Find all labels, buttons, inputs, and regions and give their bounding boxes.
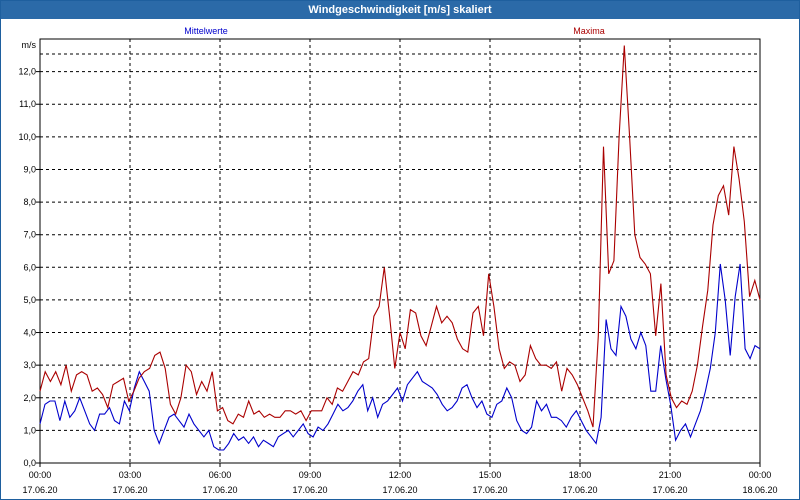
legend-maxima: Maxima	[573, 26, 605, 36]
y-tick-label: 5,0	[23, 295, 36, 305]
x-tick-time-label: 18:00	[569, 470, 592, 480]
y-tick-label: 9,0	[23, 164, 36, 174]
x-tick-time-label: 12:00	[389, 470, 412, 480]
y-tick-label: 11,0	[19, 99, 36, 109]
x-tick-time-label: 00:00	[29, 470, 52, 480]
x-tick-date-label: 18.06.20	[742, 485, 777, 495]
x-tick-time-label: 06:00	[209, 470, 232, 480]
y-tick-label: 1,0	[23, 425, 36, 435]
legend-mittelwerte: Mittelwerte	[184, 26, 228, 36]
x-tick-date-label: 17.06.20	[22, 485, 57, 495]
x-tick-date-label: 17.06.20	[562, 485, 597, 495]
y-tick-label: 0,0	[23, 458, 36, 468]
x-tick-time-label: 15:00	[479, 470, 502, 480]
x-tick-time-label: 09:00	[299, 470, 322, 480]
x-tick-date-label: 17.06.20	[202, 485, 237, 495]
line-chart: 0,0 1,0 2,0 3,0 4,0 5,0 6,0 7,0 8,0 9,0 10,0 11,0 12…	[18, 26, 777, 495]
y-tick-label: 6,0	[23, 262, 36, 272]
x-tick-time-label: 03:00	[119, 470, 142, 480]
y-tick-label: 4,0	[23, 328, 36, 338]
x-tick-date-label: 17.06.20	[112, 485, 147, 495]
x-tick-date-label: 17.06.20	[382, 485, 417, 495]
y-tick-label: 3,0	[23, 360, 36, 370]
y-tick-label: 2,0	[23, 393, 36, 403]
y-tick-label: 12,0	[18, 67, 36, 77]
window-title: Windgeschwindigkeit [m/s] skaliert	[1, 1, 799, 19]
y-tick-label: 7,0	[23, 230, 36, 240]
x-tick-date-label: 17.06.20	[292, 485, 327, 495]
y-tick-label: 8,0	[23, 197, 36, 207]
x-tick-time-label: 00:00	[749, 470, 772, 480]
x-tick-date-label: 17.06.20	[472, 485, 507, 495]
y-tick-label: 10,0	[18, 132, 36, 142]
series-line-maxima	[39, 45, 761, 428]
y-axis-label: m/s	[22, 40, 37, 50]
series-line-mittelwerte	[39, 263, 761, 451]
x-tick-date-label: 17.06.20	[652, 485, 687, 495]
x-tick-time-label: 21:00	[659, 470, 682, 480]
